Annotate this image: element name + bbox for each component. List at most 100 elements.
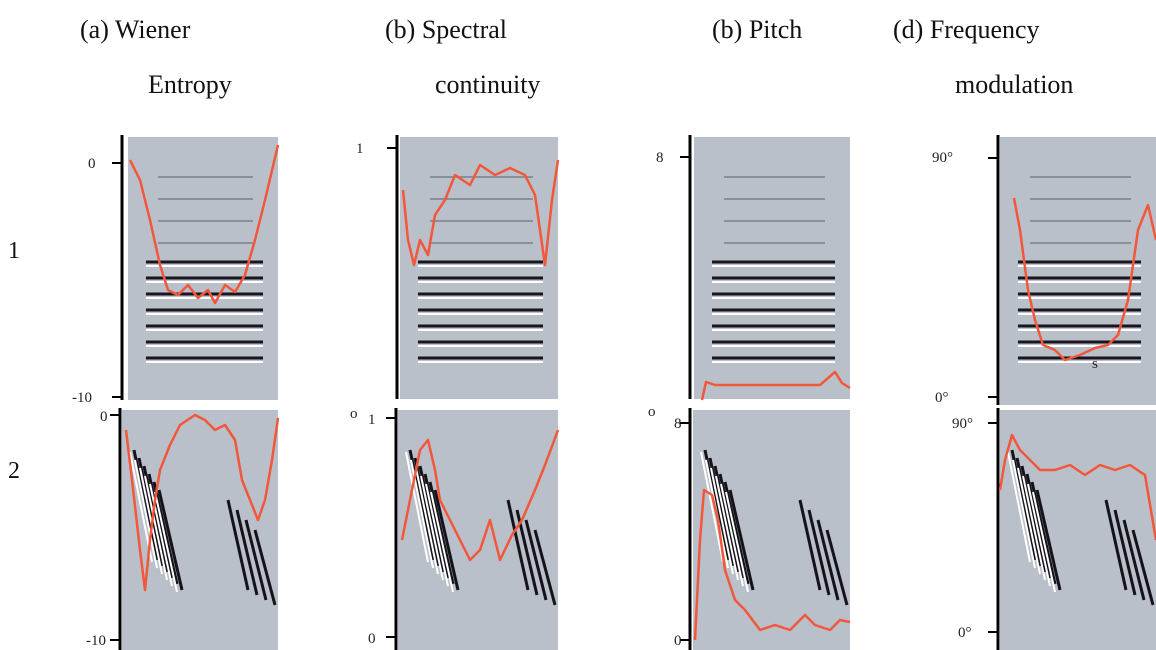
tick-label: 90° xyxy=(952,416,973,432)
syllable-stroke xyxy=(142,465,169,573)
syllable-stroke xyxy=(157,489,184,591)
syllable-shade xyxy=(1007,451,1031,563)
panels xyxy=(110,135,1156,650)
syllable-stroke xyxy=(723,481,750,585)
syllable-shade xyxy=(144,475,168,581)
syllable-stroke xyxy=(816,519,840,601)
tick-label: o xyxy=(350,406,358,422)
syllable-stroke xyxy=(408,449,435,561)
spectrogram xyxy=(1000,410,1156,650)
syllable-shade xyxy=(1032,491,1056,593)
row-label: 2 xyxy=(8,458,20,484)
tick-label: -10 xyxy=(86,633,106,649)
column-title: (a) Wiener xyxy=(80,15,191,44)
syllable-shade xyxy=(1012,459,1036,569)
syllable-shade xyxy=(710,467,734,575)
syllable-shade xyxy=(134,459,158,569)
tick-label: 1 xyxy=(356,141,364,157)
syllable-stroke xyxy=(1035,489,1062,591)
syllable-shade xyxy=(415,467,439,575)
syllable-shade xyxy=(129,451,153,563)
syllable-stroke xyxy=(428,481,455,585)
syllable-stroke xyxy=(533,529,557,606)
syllable-shade xyxy=(405,451,429,563)
syllable-stroke xyxy=(1104,499,1128,591)
annotation: s xyxy=(1092,356,1098,372)
syllable-stroke xyxy=(137,457,164,567)
syllable-stroke xyxy=(423,473,450,579)
feature-trace xyxy=(124,413,280,592)
column-title: (b) Pitch xyxy=(712,15,802,44)
tick-label: 0 xyxy=(674,633,682,649)
column-title: (b) Spectral xyxy=(385,15,507,44)
syllable-stroke xyxy=(807,509,831,596)
syllable-shade xyxy=(1027,483,1051,587)
syllable-shade xyxy=(715,475,739,581)
tick-label: 0 xyxy=(88,156,96,172)
column-subtitle: Entropy xyxy=(148,70,232,99)
row-label: 1 xyxy=(8,238,20,264)
syllable-shade xyxy=(430,491,454,593)
syllable-stroke xyxy=(152,481,179,585)
headers: (a) Wiener Entropy (b) Spectral continui… xyxy=(80,15,1073,99)
spectrogram xyxy=(694,137,850,399)
syllable-stroke xyxy=(418,465,445,573)
syllable-stroke xyxy=(1025,473,1052,579)
syllable-stroke xyxy=(253,529,277,606)
syllable-stroke xyxy=(1122,519,1146,601)
syllable-stroke xyxy=(728,489,755,591)
column-subtitle: modulation xyxy=(955,70,1073,99)
syllable-stroke xyxy=(1010,449,1037,561)
tick-label: o xyxy=(648,404,656,420)
syllable-stroke xyxy=(147,473,174,579)
tick-label: 0° xyxy=(958,625,972,641)
feature-trace xyxy=(693,488,851,641)
syllable-shade xyxy=(425,483,449,587)
syllable-stroke xyxy=(713,465,740,573)
syllable-stroke xyxy=(825,529,849,606)
syllable-shade xyxy=(420,475,444,581)
syllable-stroke xyxy=(1015,457,1042,567)
syllable-stroke xyxy=(1030,481,1057,585)
tick-label: 8 xyxy=(656,150,664,166)
syllable-stroke xyxy=(1113,509,1137,596)
tick-labels: 0 -10 1 8 90° 0° s 0 -10 o 1 0 o 8 0 90°… xyxy=(72,141,1098,649)
syllable-stroke xyxy=(226,499,250,591)
syllable-stroke xyxy=(1020,465,1047,573)
syllable-shade xyxy=(1022,475,1046,581)
feature-trace xyxy=(400,429,560,562)
syllable-shade xyxy=(139,467,163,575)
syllable-shade xyxy=(725,491,749,593)
syllable-stroke xyxy=(506,499,530,591)
syllable-stroke xyxy=(244,519,268,601)
syllable-stroke xyxy=(433,489,460,591)
column-title: (d) Frequency xyxy=(893,15,1040,44)
syllable-stroke xyxy=(718,473,745,579)
tick-label: 1 xyxy=(368,412,376,428)
column-subtitle: continuity xyxy=(435,70,540,99)
syllable-shade xyxy=(720,483,744,587)
syllable-shade xyxy=(700,451,724,563)
syllable-stroke xyxy=(132,449,159,561)
syllable-stroke xyxy=(524,519,548,601)
feature-trace xyxy=(998,433,1156,541)
tick-label: -10 xyxy=(72,390,92,406)
syllable-stroke xyxy=(708,457,735,567)
spectrogram xyxy=(122,410,278,650)
syllable-stroke xyxy=(703,449,730,561)
tick-label: 90° xyxy=(932,150,953,166)
feature-trace xyxy=(128,144,280,305)
spectrogram xyxy=(400,137,558,399)
spectrogram xyxy=(128,137,278,400)
tick-label: 0 xyxy=(368,631,376,647)
feature-trace xyxy=(1012,197,1156,362)
syllable-stroke xyxy=(1131,529,1155,606)
syllable-shade xyxy=(1017,467,1041,575)
tick-label: 8 xyxy=(674,416,682,432)
syllable-stroke xyxy=(798,499,822,591)
syllable-stroke xyxy=(413,457,440,567)
syllable-stroke xyxy=(235,509,259,596)
syllable-shade xyxy=(154,491,178,593)
tick-label: 0 xyxy=(100,409,108,425)
